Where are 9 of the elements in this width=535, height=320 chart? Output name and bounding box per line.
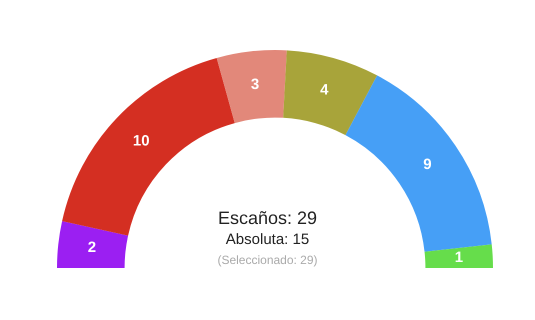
data-label: 9 bbox=[423, 156, 432, 173]
text: Escaños: 29 bbox=[216, 208, 318, 229]
data-label: 4 bbox=[320, 82, 330, 99]
data-label: 2 bbox=[88, 239, 96, 256]
data-label: 10 bbox=[132, 132, 150, 150]
data-label: 1 bbox=[454, 249, 464, 266]
text: Absoluta: 15 bbox=[226, 231, 310, 248]
text: (Seleccionado: 29) bbox=[217, 253, 318, 267]
data-label: 3 bbox=[250, 76, 260, 94]
